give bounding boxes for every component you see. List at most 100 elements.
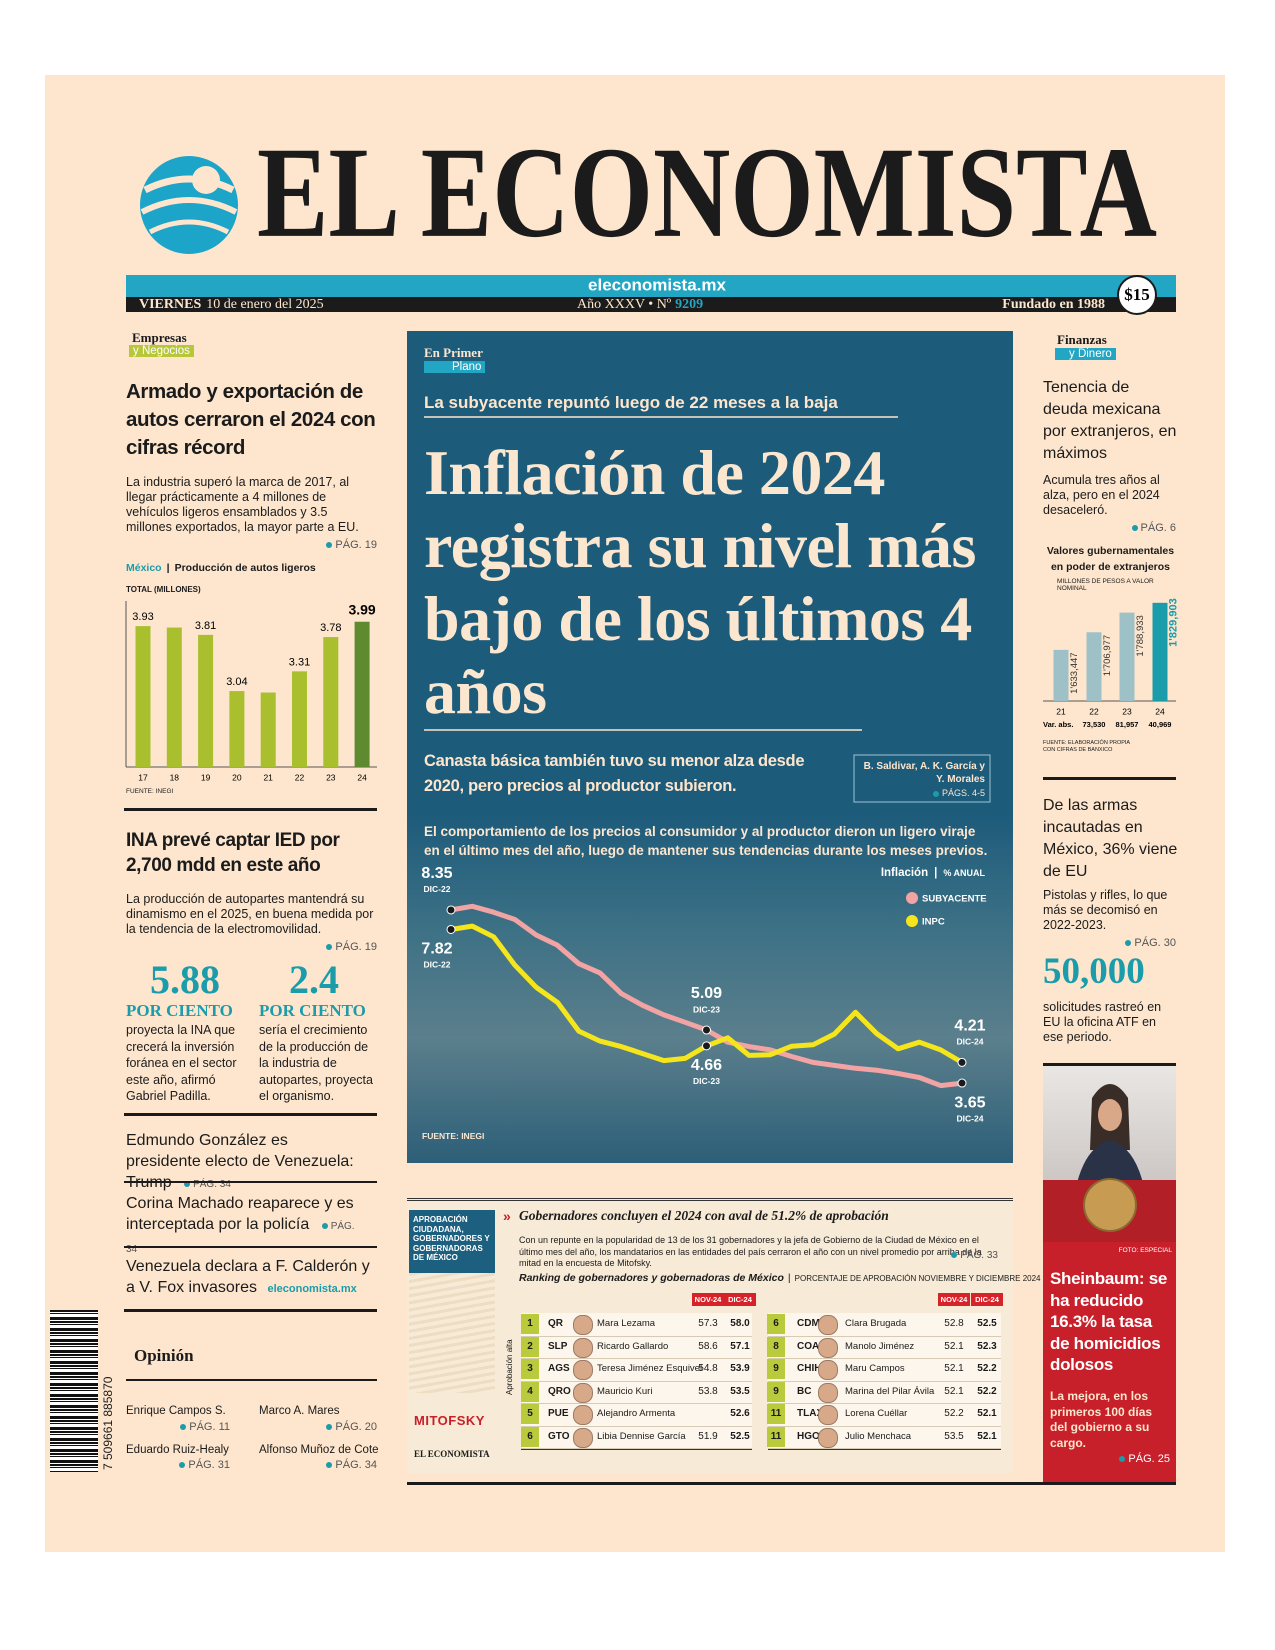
photo-seal <box>1083 1178 1137 1232</box>
change-value: 81,957 <box>1116 720 1139 729</box>
rule <box>126 1379 377 1381</box>
name: Mauricio Kuri <box>597 1385 653 1397</box>
rule <box>124 808 377 811</box>
change-label: Var. abs. <box>1043 720 1073 729</box>
separator: | <box>787 1272 791 1284</box>
governors-text: Con un repunte en la popularidad de 13 d… <box>519 1235 982 1268</box>
legend-label: INPC <box>922 917 945 928</box>
x-tick-label: 21 <box>1056 706 1066 716</box>
x-tick-label: DIC-24 <box>957 1113 984 1123</box>
state: QRO <box>548 1385 571 1397</box>
row-line <box>521 1335 752 1337</box>
logo-mitofsky: MITOFSKY <box>414 1413 485 1428</box>
value-label: 1'633,447 <box>1069 652 1080 693</box>
avatar <box>573 1427 593 1448</box>
rank: 5 <box>521 1404 539 1424</box>
bar <box>1086 632 1102 701</box>
price-badge <box>1117 275 1157 315</box>
name: Lorena Cuéllar <box>845 1408 908 1419</box>
brief-text: Corina Machado reaparece y es intercepta… <box>126 1195 354 1233</box>
headline: De las armas incautadas en México, 36% v… <box>1043 797 1178 880</box>
photo-art <box>1043 1084 1176 1242</box>
bullet: Pistolas y rifles, lo que más se decomis… <box>1043 888 1168 932</box>
nov-value: 58.6 <box>698 1340 718 1352</box>
section-label: En Primer <box>424 345 483 360</box>
value-label: 8.35 <box>421 865 452 882</box>
feature-panel <box>407 331 1013 1163</box>
bullet: Acumula tres años al alza, pero en el 20… <box>1043 473 1160 517</box>
legend-label: SUBYACENTE <box>922 894 987 905</box>
dic-value: 52.1 <box>977 1408 997 1419</box>
page-ref: PÁG. 11 <box>150 1421 230 1433</box>
legend-swatch <box>906 915 918 927</box>
dic-value: 52.6 <box>730 1408 750 1419</box>
nov-value: 57.3 <box>698 1318 718 1329</box>
columnist: Marco A. Mares <box>259 1405 340 1417</box>
column-header: DIC-24 <box>724 1293 756 1306</box>
governors-side-box <box>409 1210 495 1273</box>
x-tick-label: 23 <box>1122 706 1132 716</box>
page-ref: PÁG. 34 <box>297 1459 377 1471</box>
main-headline: Inflación de 2024 registra su nivel más … <box>424 437 976 727</box>
columnist: Enrique Campos S. <box>126 1405 226 1417</box>
x-tick-label: 20 <box>232 772 242 782</box>
stat-unit: POR CIENTO <box>126 1001 233 1020</box>
headline: INA prevé captar IED por 2,700 mdd en es… <box>126 830 340 876</box>
chart-title-text: Producción de autos ligeros <box>174 562 316 574</box>
row-line <box>521 1380 752 1382</box>
row-line <box>768 1448 1001 1449</box>
x-tick-label: DIC-23 <box>693 1076 720 1086</box>
value-label: 3.99 <box>348 601 375 617</box>
name: Clara Brugada <box>845 1318 907 1329</box>
value-label: 3.81 <box>195 620 216 632</box>
x-tick-label: 23 <box>326 772 336 782</box>
value-label: 4.66 <box>691 1057 722 1074</box>
rank: 2 <box>521 1336 539 1357</box>
brief: Edmundo González es presidente electo de… <box>126 1130 366 1195</box>
page-ref: PÁGS. 4-5 <box>860 788 985 798</box>
page-ref: PÁG. 20 <box>297 1421 377 1433</box>
logo-swoosh <box>148 219 230 235</box>
date-bar <box>126 297 1176 312</box>
bar <box>323 637 339 767</box>
brief: Corina Machado reaparece y es intercepta… <box>126 1193 366 1260</box>
dic-value: 57.1 <box>730 1340 750 1352</box>
avatar <box>818 1382 838 1403</box>
dic-value: 58.0 <box>730 1318 750 1329</box>
nov-value: 53.8 <box>698 1385 718 1397</box>
rank: 11 <box>767 1404 785 1424</box>
dic-value: 52.1 <box>977 1430 997 1442</box>
chart-source: FUENTE: ELABORACIÓN PROPIA CON CIFRAS DE… <box>1043 740 1130 753</box>
dic-value: 52.5 <box>730 1430 750 1442</box>
date: 10 de enero del 2025 <box>206 297 323 312</box>
chart-unit: % ANUAL <box>943 868 985 878</box>
value-label: 1'788,933 <box>1135 615 1146 656</box>
avatar <box>818 1360 838 1380</box>
x-tick-label: DIC-24 <box>957 1037 984 1047</box>
dic-value: 52.2 <box>977 1385 997 1397</box>
avatar <box>573 1315 593 1335</box>
name: Marina del Pilar Ávila <box>845 1385 935 1397</box>
value-label: 3.04 <box>226 676 247 688</box>
point <box>957 1057 967 1067</box>
point <box>446 905 456 915</box>
x-tick-label: 19 <box>201 772 211 782</box>
separator: | <box>166 562 170 574</box>
x-tick-label: 21 <box>263 772 273 782</box>
price: $15 <box>1124 285 1150 304</box>
state: BC <box>797 1385 812 1397</box>
dic-value: 52.3 <box>977 1340 997 1352</box>
row-line <box>768 1403 1001 1404</box>
legend-swatch <box>906 892 918 904</box>
point <box>957 1078 967 1088</box>
stat-text: proyecta la INA que crecerá la inversión… <box>126 1023 237 1103</box>
section-sublabel: y Dinero <box>1055 348 1116 360</box>
stat-value: 2.4 <box>289 957 339 1002</box>
nov-value: 53.5 <box>944 1430 964 1442</box>
logo-swoosh <box>143 175 235 194</box>
rank: 6 <box>767 1314 785 1334</box>
url-bar <box>126 275 1176 297</box>
column-header: NOV-24 <box>692 1293 724 1306</box>
